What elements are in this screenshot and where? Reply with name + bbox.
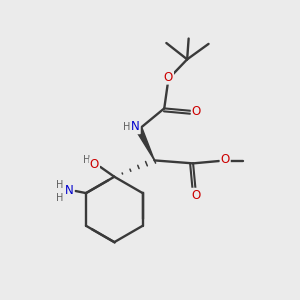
Polygon shape: [136, 128, 155, 160]
Text: H: H: [83, 155, 90, 165]
Text: H: H: [123, 122, 131, 132]
Text: O: O: [220, 153, 230, 166]
Text: H: H: [56, 193, 64, 203]
Text: O: O: [192, 105, 201, 118]
Text: N: N: [65, 184, 74, 196]
Text: O: O: [90, 158, 99, 171]
Text: O: O: [191, 189, 201, 202]
Text: N: N: [131, 120, 140, 133]
Text: O: O: [164, 71, 173, 84]
Text: H: H: [56, 180, 64, 190]
